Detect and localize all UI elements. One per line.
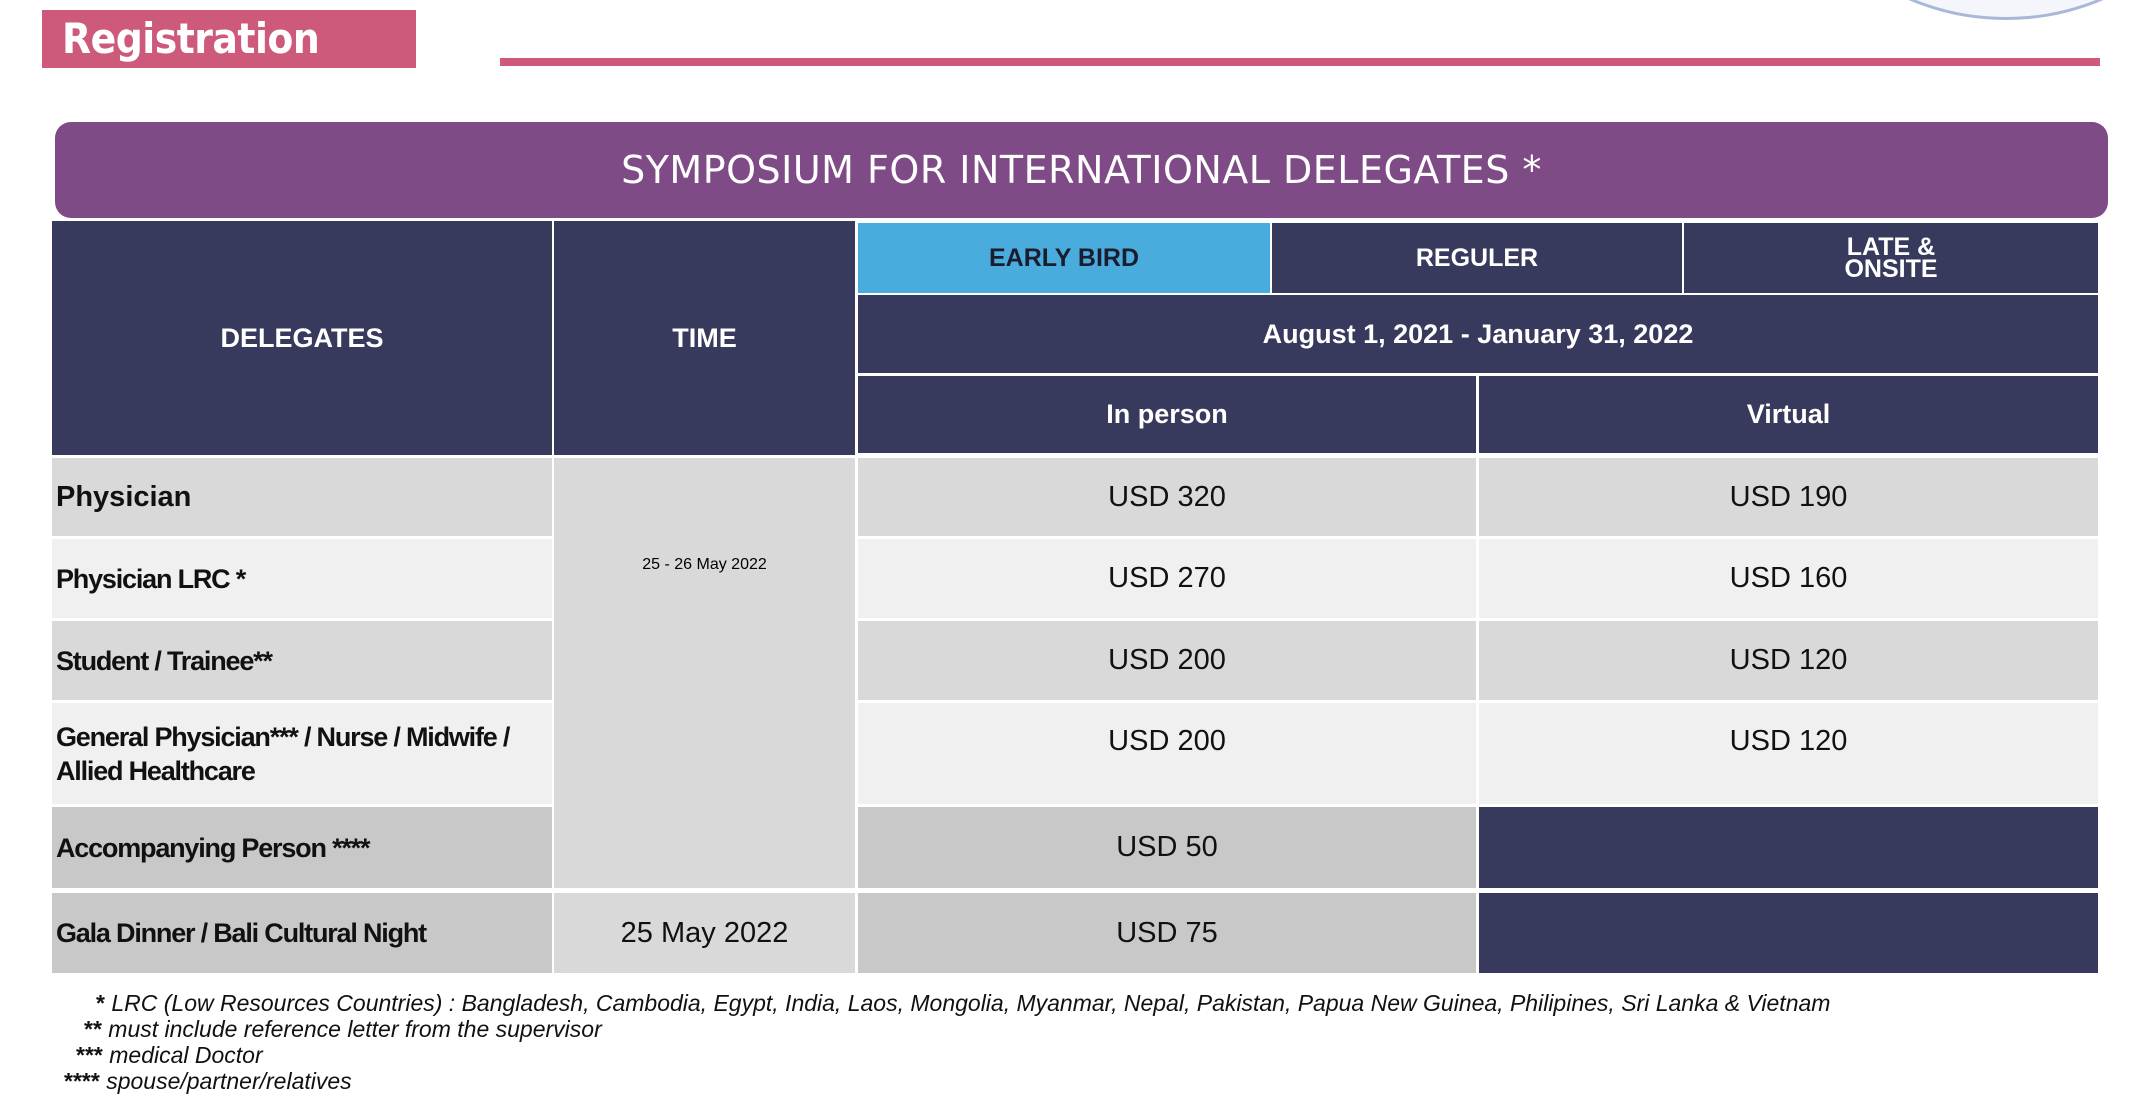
- row-label-student: Student / Trainee**: [52, 621, 552, 700]
- header-regular: REGULER: [1272, 223, 1682, 293]
- footnote-medical-doctor: *** medical Doctor: [64, 1042, 1830, 1068]
- footnote-spouse: **** spouse/partner/relatives: [64, 1068, 1830, 1094]
- footnote-reference-letter: ** must include reference letter from th…: [64, 1016, 1830, 1042]
- row-student-in-person: USD 200: [858, 621, 1476, 700]
- row-accompanying-in-person: USD 50: [858, 807, 1476, 888]
- header-late-line1: LATE &: [1846, 233, 1936, 261]
- time-symposium: 25 - 26 May 2022: [554, 458, 855, 888]
- row-physician-lrc-virtual: USD 160: [1479, 539, 2098, 618]
- footnote-text: must include reference letter from the s…: [101, 1016, 602, 1042]
- header-early-bird: EARLY BIRD: [858, 223, 1270, 293]
- row-gala-dinner-virtual-empty: [1479, 893, 2098, 973]
- row-physician-lrc-in-person: USD 270: [858, 539, 1476, 618]
- header-late-line2: ONSITE: [1844, 255, 1938, 283]
- footnote-text: LRC (Low Resources Countries) : Banglade…: [104, 990, 1831, 1016]
- footnote-mark: **: [84, 1016, 102, 1042]
- decorative-ring: [1796, 0, 2156, 20]
- header-virtual: Virtual: [1479, 376, 2098, 453]
- row-label-accompanying: Accompanying Person ****: [52, 807, 552, 888]
- row-label-physician-lrc: Physician LRC *: [52, 539, 552, 618]
- page-title: Registration Fees: [42, 10, 416, 121]
- time-gala: 25 May 2022: [554, 893, 855, 973]
- row-accompanying-virtual-empty: [1479, 807, 2098, 888]
- header-in-person: In person: [858, 376, 1476, 453]
- footnote-text: spouse/partner/relatives: [99, 1068, 352, 1094]
- row-physician-in-person: USD 320: [858, 458, 1476, 536]
- header-date-range: August 1, 2021 - January 31, 2022: [858, 295, 2098, 373]
- footnote-lrc: * LRC (Low Resources Countries) : Bangla…: [64, 990, 1830, 1016]
- row-label-gala-dinner: Gala Dinner / Bali Cultural Night: [52, 893, 552, 973]
- footnote-mark: ***: [76, 1042, 103, 1068]
- row-general-physician-virtual: USD 120: [1479, 703, 2098, 804]
- symposium-banner: SYMPOSIUM FOR INTERNATIONAL DELEGATES *: [55, 122, 2108, 218]
- row-label-general-physician: General Physician*** / Nurse / Midwife /…: [52, 703, 552, 804]
- header-delegates: DELEGATES: [52, 221, 552, 455]
- footnote-mark: *: [96, 990, 105, 1016]
- header-time: TIME: [554, 221, 855, 455]
- row-physician-virtual: USD 190: [1479, 458, 2098, 536]
- row-label-physician: Physician: [52, 458, 552, 536]
- row-student-virtual: USD 120: [1479, 621, 2098, 700]
- header-late-onsite: LATE & ONSITE: [1684, 223, 2098, 293]
- row-gala-dinner-in-person: USD 75: [858, 893, 1476, 973]
- title-underline: [500, 58, 2100, 66]
- footnote-text: medical Doctor: [102, 1042, 263, 1068]
- footnotes: * LRC (Low Resources Countries) : Bangla…: [64, 990, 1830, 1094]
- footnote-mark: ****: [64, 1068, 100, 1094]
- row-general-physician-in-person: USD 200: [858, 703, 1476, 804]
